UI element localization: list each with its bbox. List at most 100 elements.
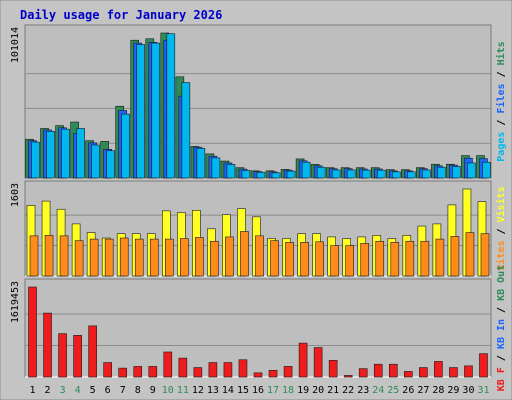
legend-entry: KB F	[496, 367, 507, 391]
bar-kb-f-day-10	[163, 351, 173, 378]
bar-pages-day-29	[452, 166, 461, 179]
legend-separator: /	[496, 301, 507, 319]
legend-kbf_kbin_kbout: KB F / KB In / KB Out	[496, 265, 507, 391]
bar-kb-f-day-19	[298, 342, 308, 378]
legend-entry: Pages	[496, 132, 507, 162]
bar-kb-f-day-21	[328, 360, 338, 378]
bar-sites-day-5	[89, 238, 99, 277]
x-tick-label: 9	[150, 385, 156, 396]
legend-visits_sites: Sites / Visits	[495, 186, 507, 270]
bar-pages-day-3	[61, 128, 70, 179]
x-tick-label: 12	[192, 385, 204, 396]
bar-sites-day-21	[330, 245, 339, 277]
panel-visits_sites: 1603 Sites / Visits	[10, 180, 507, 277]
bar-sites-day-7	[119, 237, 129, 277]
bar-sites-day-9	[149, 238, 159, 277]
bar-kb-f-day-15	[238, 359, 248, 378]
bar-pages-day-23	[361, 169, 371, 179]
bar-pages-day-31	[482, 161, 491, 179]
x-tick-label: 19	[297, 385, 309, 396]
bar-pages-day-15	[241, 170, 251, 179]
x-tick-label: 22	[342, 385, 354, 396]
bar-pages-day-10	[166, 33, 176, 179]
plot-area	[24, 278, 492, 378]
panel-kbf_kbin_kbout: 1619453 KB F / KB In / KB Out	[10, 265, 507, 391]
bar-kb-f-day-7	[118, 367, 128, 378]
x-tick-label: 7	[120, 385, 126, 396]
x-tick-label: 27	[417, 385, 429, 396]
legend-separator: /	[496, 222, 507, 240]
bar-pages-day-17	[271, 172, 281, 179]
bar-sites-day-20	[315, 241, 324, 277]
x-tick-label: 17	[267, 385, 279, 396]
bar-pages-day-4	[76, 128, 85, 179]
legend-entry: Visits	[495, 186, 507, 222]
legend-entry: KB Out	[496, 265, 507, 301]
bar-pages-day-16	[256, 171, 266, 179]
bar-kb-f-day-17	[268, 370, 278, 378]
x-axis-labels: 1 2 3 4 5 6 7 8 9 10 11 12 13 14 15 16 17 18 19 20 21 22 23 24 2…	[30, 385, 490, 396]
bar-pages-day-26	[407, 171, 416, 179]
bar-sites-day-1	[29, 235, 39, 277]
bar-pages-day-8	[136, 44, 146, 179]
bar-sites-day-26	[405, 240, 415, 277]
bar-kb-f-day-25	[388, 363, 398, 378]
y-max-label: 1603	[10, 183, 21, 207]
legend-entry: Files	[495, 83, 507, 113]
bar-pages-day-7	[121, 113, 131, 179]
panels: 101014 Pages / Files / Hits 1603 Sites / Vi…	[10, 24, 507, 391]
bar-kb-f-day-30	[464, 365, 473, 378]
bar-pages-day-1	[31, 141, 40, 179]
bar-pages-day-19	[301, 161, 311, 179]
bar-sites-day-4	[74, 240, 84, 277]
bar-kb-f-day-14	[223, 362, 233, 378]
panel-hits_files_pages: 101014 Pages / Files / Hits	[10, 24, 507, 179]
bar-kb-f-day-24	[373, 363, 383, 378]
bar-kb-f-day-13	[208, 362, 218, 378]
x-tick-label: 11	[177, 385, 189, 396]
bar-sites-day-19	[300, 242, 309, 277]
bar-kb-f-day-5	[88, 325, 97, 378]
bar-sites-day-11	[180, 238, 189, 277]
bar-sites-day-29	[450, 236, 460, 277]
bar-sites-day-15	[240, 231, 249, 277]
bar-pages-day-9	[151, 42, 161, 179]
bar-pages-day-21	[331, 169, 341, 179]
x-tick-label: 24	[372, 385, 384, 396]
bar-pages-day-5	[91, 144, 100, 179]
bar-sites-day-2	[44, 234, 54, 277]
bar-kb-f-day-11	[178, 357, 188, 378]
bar-pages-day-30	[467, 162, 476, 179]
x-tick-label: 25	[387, 385, 399, 396]
bar-kb-f-day-18	[283, 366, 293, 378]
bar-sites-day-14	[225, 236, 234, 277]
bar-pages-day-11	[181, 82, 191, 179]
bar-kb-f-day-1	[28, 286, 37, 378]
x-tick-label: 26	[402, 385, 414, 396]
bar-pages-day-20	[316, 166, 326, 179]
bar-sites-day-16	[255, 235, 264, 277]
x-tick-label: 28	[432, 385, 444, 396]
x-tick-label: 1	[30, 385, 36, 396]
bar-sites-day-31	[480, 233, 490, 277]
bar-kb-f-day-3	[58, 333, 67, 378]
bar-kb-f-day-29	[449, 367, 458, 378]
legend-entry: Sites	[495, 241, 507, 271]
bar-kb-f-day-8	[133, 366, 143, 378]
legend-hits_files_pages: Pages / Files / Hits	[495, 41, 507, 161]
bar-sites-day-18	[285, 242, 294, 277]
bar-pages-day-18	[286, 170, 296, 179]
legend-separator: /	[496, 114, 507, 132]
bar-kb-f-day-23	[358, 368, 368, 378]
bar-sites-day-10	[165, 238, 174, 277]
x-tick-label: 14	[222, 385, 234, 396]
bar-pages-day-12	[196, 147, 206, 179]
bar-kb-f-day-4	[73, 335, 82, 378]
legend-entry: KB In	[496, 319, 507, 349]
bar-kb-f-day-28	[434, 361, 443, 378]
bar-sites-day-25	[390, 242, 400, 277]
bar-pages-day-27	[422, 169, 431, 179]
bar-pages-day-2	[46, 131, 55, 179]
bar-pages-day-6	[106, 150, 115, 179]
